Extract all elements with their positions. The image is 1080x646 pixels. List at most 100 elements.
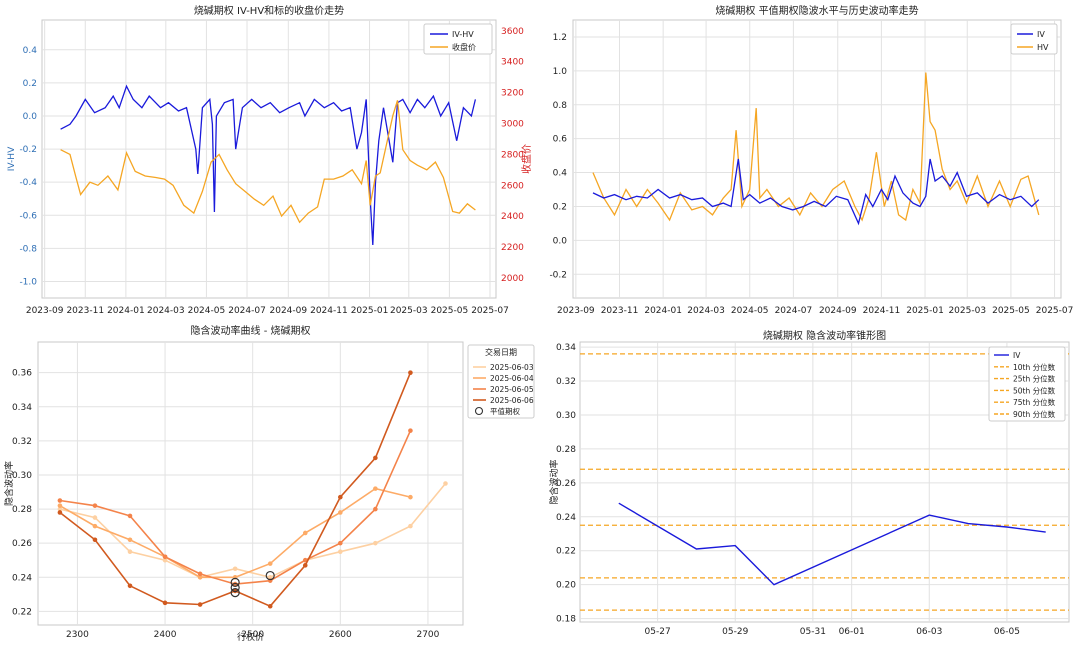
data-point <box>302 563 308 568</box>
series-line-IV <box>618 502 1046 586</box>
x-tick-label: 2024-09 <box>270 306 308 316</box>
x-tick-label: 2025-01 <box>906 306 944 316</box>
data-point <box>408 494 413 500</box>
legend-label: IV <box>1013 351 1021 360</box>
legend-label: 90th 分位数 <box>1013 409 1056 419</box>
x-tick-label: 2024-03 <box>147 306 185 316</box>
data-point <box>127 583 133 589</box>
data-point <box>443 481 448 486</box>
data-point <box>408 370 413 375</box>
data-point <box>338 549 343 554</box>
y-tick-label: 0.0 <box>23 112 38 122</box>
data-point <box>57 506 63 512</box>
data-point <box>57 498 63 503</box>
y-tick-label: 0.34 <box>12 403 32 413</box>
legend: IV-HV 收盘价 <box>423 23 493 55</box>
x-tick-label: 2023-11 <box>66 306 104 316</box>
legend-label: 收盘价 <box>452 42 476 52</box>
series-line-IV <box>592 158 1040 226</box>
data-point <box>57 510 63 515</box>
data-point <box>162 600 168 606</box>
chart-title: 烧碱期权 隐含波动率锥形图 <box>763 329 886 342</box>
y-tick-label: 0.0 <box>553 236 568 246</box>
x-tick-label: 05-27 <box>645 627 671 637</box>
y-tick-label: 0.36 <box>12 369 32 379</box>
y2-tick-label: 3400 <box>501 58 524 68</box>
y2-tick-label: 2600 <box>501 181 524 191</box>
x-tick-label: 2024-03 <box>687 306 725 316</box>
y2-tick-label: 2800 <box>501 150 524 160</box>
x-tick-label: 2025-05 <box>992 306 1030 316</box>
y-tick-label: 0.34 <box>556 343 576 353</box>
data-point <box>373 540 378 546</box>
y-axis-label: 隐含波动率 <box>548 459 560 504</box>
chart-title: 烧碱期权 平值期权隐波水平与历史波动率走势 <box>715 4 918 17</box>
x-tick-label: 2025-07 <box>471 306 509 316</box>
x-tick-label: 05-29 <box>722 627 748 637</box>
data-point <box>267 574 273 580</box>
data-point <box>162 557 168 563</box>
data-point <box>92 523 98 529</box>
y-tick-label: 1.0 <box>553 67 568 77</box>
x-tick-label: 05-31 <box>800 627 826 637</box>
y-tick-label: 0.32 <box>556 377 576 387</box>
x-axis-label: 行权价 <box>237 631 264 643</box>
y-tick-label: 0.24 <box>12 573 32 583</box>
legend-atm-marker <box>474 406 484 416</box>
y2-tick-label: 2200 <box>501 243 524 253</box>
legend: IV HV <box>1010 23 1058 55</box>
plot-area <box>41 19 497 299</box>
data-point <box>127 513 133 519</box>
legend-label: 75th 分位数 <box>1013 397 1056 407</box>
data-point <box>267 561 273 566</box>
legend-label: 10th 分位数 <box>1013 362 1056 372</box>
data-point <box>302 557 308 563</box>
legend-label: IV-HV <box>452 30 474 39</box>
y-tick-label: 0.32 <box>12 437 32 447</box>
x-tick-label: 2024-11 <box>863 306 901 316</box>
y-tick-label: -0.2 <box>549 270 567 280</box>
iv-cone-chart: 05-27 05-29 05-31 06-01 06-03 06-05 0.18 0.20 0.… <box>548 329 1070 637</box>
data-point <box>57 503 63 508</box>
data-point <box>92 515 98 520</box>
x-tick-label: 2500 <box>241 630 264 640</box>
x-tick-label: 2023-09 <box>26 306 64 316</box>
x-tick-label: 2024-05 <box>188 306 226 316</box>
y-axis-label: IV-HV <box>7 146 17 171</box>
plot-area <box>572 19 1062 299</box>
x-tick-label: 2400 <box>154 630 177 640</box>
data-point <box>338 510 343 515</box>
y-tick-label: 0.22 <box>556 547 576 557</box>
y-tick-label: 0.4 <box>553 169 568 179</box>
y-tick-label: 0.18 <box>556 615 576 625</box>
y-tick-label: 0.8 <box>553 101 568 111</box>
data-point <box>302 530 308 536</box>
data-point <box>338 540 343 546</box>
legend-label: 2025-06-04 <box>490 374 534 383</box>
y-tick-label: 0.22 <box>12 607 32 617</box>
x-tick-label: 2024-11 <box>310 306 348 316</box>
y-tick-label: 0.28 <box>556 445 576 455</box>
legend: 交易日期 2025-06-03 2025-06-04 2025-06-05 2025-0… <box>467 344 535 419</box>
plot-area <box>37 341 464 626</box>
y-tick-label: -0.4 <box>19 178 37 188</box>
data-point <box>197 602 203 607</box>
data-point <box>197 574 203 580</box>
y-tick-label: 0.26 <box>12 539 32 549</box>
data-point <box>373 455 378 461</box>
x-tick-label: 2700 <box>416 630 439 640</box>
x-tick-label: 2025-01 <box>351 306 389 316</box>
y2-tick-label: 3200 <box>501 89 524 99</box>
y-tick-label: 0.2 <box>553 202 567 212</box>
data-point <box>92 537 98 543</box>
chart-title: 隐含波动率曲线 - 烧碱期权 <box>191 324 311 337</box>
y2-axis-label: 收盘价 <box>520 144 533 174</box>
x-tick-label: 2025-05 <box>431 306 469 316</box>
y-tick-label: 0.6 <box>553 135 568 145</box>
iv-hv-chart: 2023-09 2023-11 2024-01 2024-03 2024-05 2024-… <box>7 4 533 316</box>
x-tick-label: 06-01 <box>839 627 865 637</box>
data-point <box>373 486 378 491</box>
y-tick-label: 1.2 <box>553 33 567 43</box>
